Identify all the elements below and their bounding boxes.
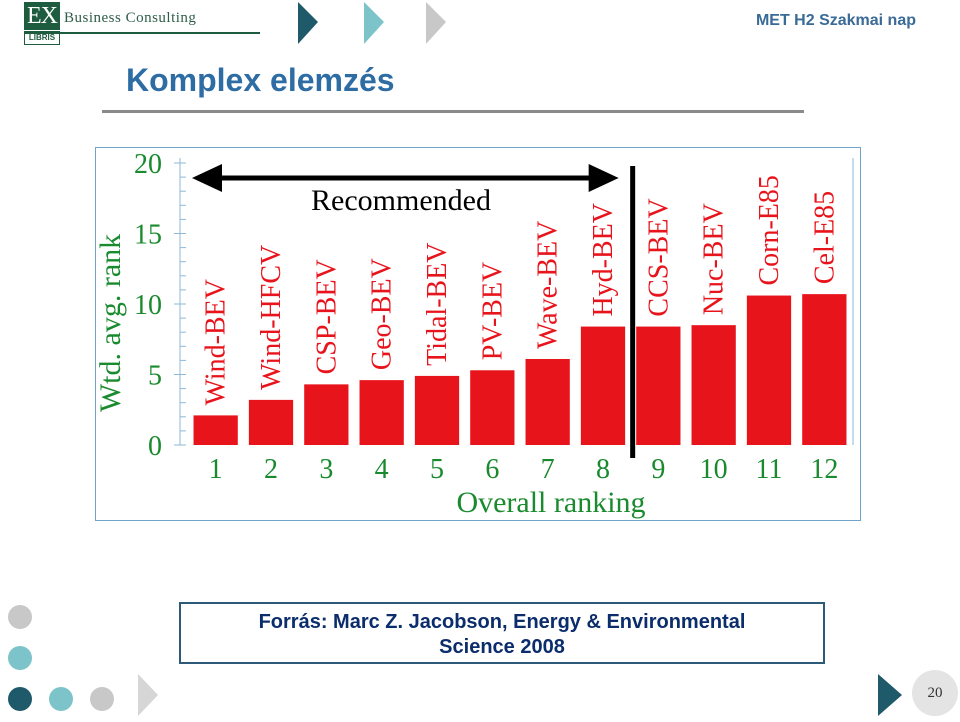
bar-label: Geo-BEV xyxy=(367,258,398,370)
bar xyxy=(359,380,404,445)
bar xyxy=(193,415,238,445)
x-tick-label: 8 xyxy=(596,454,610,485)
logo-text: Business Consulting xyxy=(64,10,197,26)
chevron-right-icon xyxy=(138,674,158,716)
event-title: MET H2 Szakmai nap xyxy=(755,12,916,29)
bar-label: PV-BEV xyxy=(477,262,508,361)
bar xyxy=(636,326,681,445)
source-line-1: Forrás: Marc Z. Jacobson, Energy & Envir… xyxy=(258,611,746,633)
bar xyxy=(580,326,626,445)
y-tick-label: 15 xyxy=(134,220,162,251)
bar-label: Wave-BEV xyxy=(533,221,564,349)
decor-dot xyxy=(8,605,32,629)
x-tick-label: 4 xyxy=(375,454,389,485)
decor-dot xyxy=(8,687,32,711)
bar-label: CCS-BEV xyxy=(643,198,674,316)
x-tick-label: 12 xyxy=(810,454,838,485)
decor-dot xyxy=(90,687,114,711)
bar-label: Corn-E85 xyxy=(754,175,785,285)
source-line-2: Science 2008 xyxy=(439,636,565,658)
arrow-left-icon xyxy=(192,164,222,192)
decor-dot xyxy=(49,687,73,711)
y-tick-label: 0 xyxy=(148,431,162,462)
x-tick-label: 11 xyxy=(756,454,783,485)
x-tick-label: 5 xyxy=(430,454,444,485)
chevron-right-icon xyxy=(426,2,446,44)
logo-underline xyxy=(24,32,260,34)
bar xyxy=(248,399,294,445)
x-tick-label: 10 xyxy=(700,454,728,485)
arrow-right-icon xyxy=(588,164,619,192)
decor-dot xyxy=(8,646,32,670)
bar-label: Nuc-BEV xyxy=(699,203,730,315)
page-number: 20 xyxy=(912,670,958,716)
bar-label: Cel-E85 xyxy=(809,191,840,284)
y-tick-label: 20 xyxy=(134,149,162,180)
title-divider xyxy=(102,110,804,113)
y-tick-label: 10 xyxy=(134,290,162,321)
page-title: Komplex elemzés xyxy=(126,62,395,98)
bar-label: Hyd-BEV xyxy=(588,203,619,317)
bar-label: CSP-BEV xyxy=(311,259,342,374)
chevron-right-icon xyxy=(364,2,384,44)
header-chevrons xyxy=(298,2,446,44)
chevron-right-icon xyxy=(298,2,318,44)
bar-label: Wind-BEV xyxy=(201,279,232,405)
source-citation: Forrás: Marc Z. Jacobson, Energy & Envir… xyxy=(179,602,825,664)
ranking-chart: 0 5 10 15 20 Wtd. avg. rank 1 2 3 4 5 6 7 8 9 10 11 12 Ove… xyxy=(95,147,861,521)
bar-label: Tidal-BEV xyxy=(422,242,453,365)
logo-mark: EX xyxy=(24,2,60,30)
y-axis-label: Wtd. avg. rank xyxy=(96,234,127,412)
bar xyxy=(746,295,792,445)
x-tick-label: 6 xyxy=(485,454,499,485)
x-tick-label: 3 xyxy=(319,454,333,485)
x-tick-label: 2 xyxy=(264,454,278,485)
bar xyxy=(525,358,570,445)
bar xyxy=(802,294,847,445)
bar xyxy=(414,375,460,445)
x-tick-label: 9 xyxy=(651,454,665,485)
bar xyxy=(470,370,515,445)
logo-sub-label: LIBRIS xyxy=(24,31,60,45)
company-logo: EX LIBRIS Business Consulting xyxy=(24,2,264,46)
bar xyxy=(691,325,736,445)
recommended-annotation: Recommended xyxy=(311,184,491,217)
y-tick-label: 5 xyxy=(148,361,162,392)
bar-label: Wind-HFCV xyxy=(256,245,287,390)
x-axis-label: Overall ranking xyxy=(456,486,645,519)
next-slide-arrow-icon[interactable] xyxy=(876,672,906,720)
bar xyxy=(304,384,349,445)
x-tick-label: 1 xyxy=(209,454,223,485)
x-tick-label: 7 xyxy=(541,454,555,485)
